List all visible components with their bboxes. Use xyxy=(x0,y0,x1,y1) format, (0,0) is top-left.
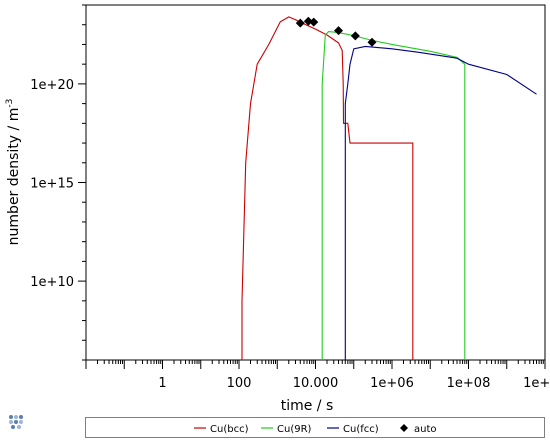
legend-label: Cu(bcc) xyxy=(210,424,249,435)
auto-marker xyxy=(295,18,305,28)
y-tick-label: 1e+20 xyxy=(30,78,74,93)
x-tick-label: 100 xyxy=(227,376,252,391)
y-axis-title-superscript: -3 xyxy=(5,99,15,108)
auto-marker xyxy=(350,31,360,41)
auto-marker xyxy=(303,16,313,26)
auto-marker xyxy=(334,26,344,36)
y-tick-label: 1e+10 xyxy=(30,275,74,290)
auto-marker xyxy=(309,17,319,27)
y-axis-title-main: number density / m xyxy=(6,108,22,246)
atom-cluster-icon xyxy=(9,415,23,429)
series-layer xyxy=(241,16,537,360)
legend-label: auto xyxy=(414,424,437,435)
series-line xyxy=(344,45,537,360)
x-axis: 1 100 10.000 1e+06 1e+08 1e+10 xyxy=(85,360,550,391)
series-line xyxy=(241,16,414,360)
legend-entries: Cu(bcc) Cu(9R) Cu(fcc) auto xyxy=(194,424,437,435)
x-tick-label: 1 xyxy=(158,376,166,391)
legend: Cu(bcc) Cu(9R) Cu(fcc) auto xyxy=(85,417,545,438)
legend-label: Cu(9R) xyxy=(277,424,312,435)
x-tick-label: 1e+10 xyxy=(523,376,550,391)
auto-marker xyxy=(367,37,377,47)
y-axis-title: number density / m-3 xyxy=(5,99,22,246)
x-tick-label: 10.000 xyxy=(293,376,339,391)
legend-label: Cu(fcc) xyxy=(343,424,379,435)
y-axis: 1e+10 1e+15 1e+20 xyxy=(30,4,86,361)
x-tick-label: 1e+06 xyxy=(370,376,414,391)
plot-area xyxy=(85,4,546,361)
x-axis-title: time / s xyxy=(281,398,334,414)
legend-marker xyxy=(400,424,408,432)
x-tick-label: 1e+08 xyxy=(447,376,491,391)
y-tick-label: 1e+15 xyxy=(30,177,74,192)
